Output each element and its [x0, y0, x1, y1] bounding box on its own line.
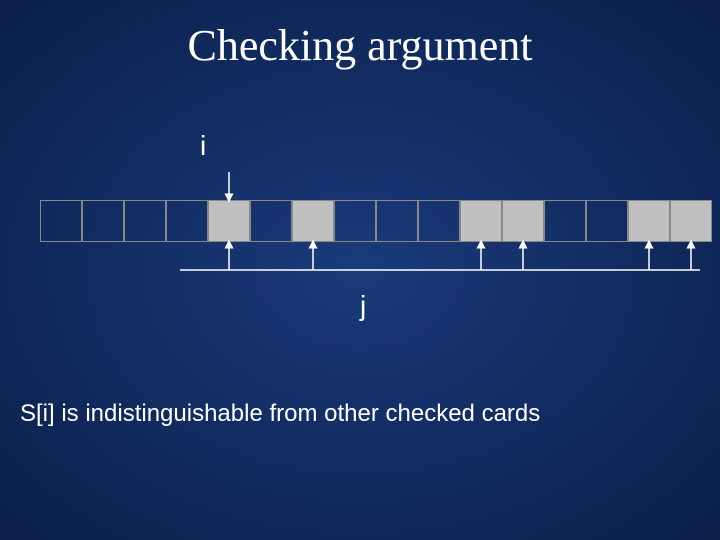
- array-cell: [40, 200, 82, 242]
- i-label: i: [200, 130, 206, 162]
- array-cell: [334, 200, 376, 242]
- array-cell: [376, 200, 418, 242]
- array-row: [40, 200, 712, 242]
- array-cell: [166, 200, 208, 242]
- array-cell: [502, 200, 544, 242]
- array-cell: [82, 200, 124, 242]
- array-cell: [250, 200, 292, 242]
- array-cell: [460, 200, 502, 242]
- slide-title: Checking argument: [0, 0, 720, 71]
- j-label: j: [360, 290, 366, 322]
- caption-text: S[i] is indistinguishable from other che…: [20, 400, 720, 428]
- array-cell: [124, 200, 166, 242]
- array-cell: [586, 200, 628, 242]
- array-cell: [292, 200, 334, 242]
- array-cell: [670, 200, 712, 242]
- array-cell: [208, 200, 250, 242]
- array-cell: [544, 200, 586, 242]
- array-cell: [628, 200, 670, 242]
- array-cell: [418, 200, 460, 242]
- arrows-svg: [0, 0, 720, 540]
